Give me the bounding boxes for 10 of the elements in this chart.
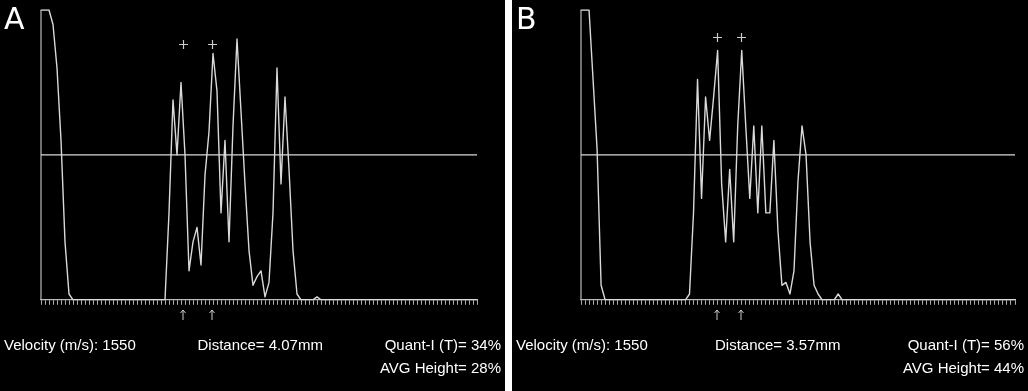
- text: AVG Height= 28%: [379, 359, 501, 376]
- text: AVG Height= 44%: [902, 359, 1024, 376]
- text: Quant-I (T)= 56%: [907, 336, 1024, 353]
- text: Distance= 3.57mm: [714, 336, 841, 353]
- chart-title: B: [516, 1, 537, 36]
- text: Velocity (m/s): 1550: [516, 336, 648, 353]
- text: Quant-I (T)= 34%: [384, 336, 501, 353]
- chart-title: A: [4, 1, 25, 36]
- text: Distance= 4.07mm: [197, 336, 323, 353]
- text: Velocity (m/s): 1550: [4, 336, 136, 353]
